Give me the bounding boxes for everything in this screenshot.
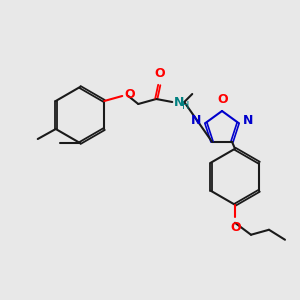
Text: O: O <box>154 67 165 80</box>
Text: N: N <box>190 114 201 127</box>
Text: O: O <box>124 88 135 101</box>
Text: H: H <box>182 101 190 111</box>
Text: O: O <box>231 221 241 234</box>
Text: N: N <box>243 114 254 127</box>
Text: N: N <box>174 97 184 110</box>
Text: O: O <box>218 93 228 106</box>
